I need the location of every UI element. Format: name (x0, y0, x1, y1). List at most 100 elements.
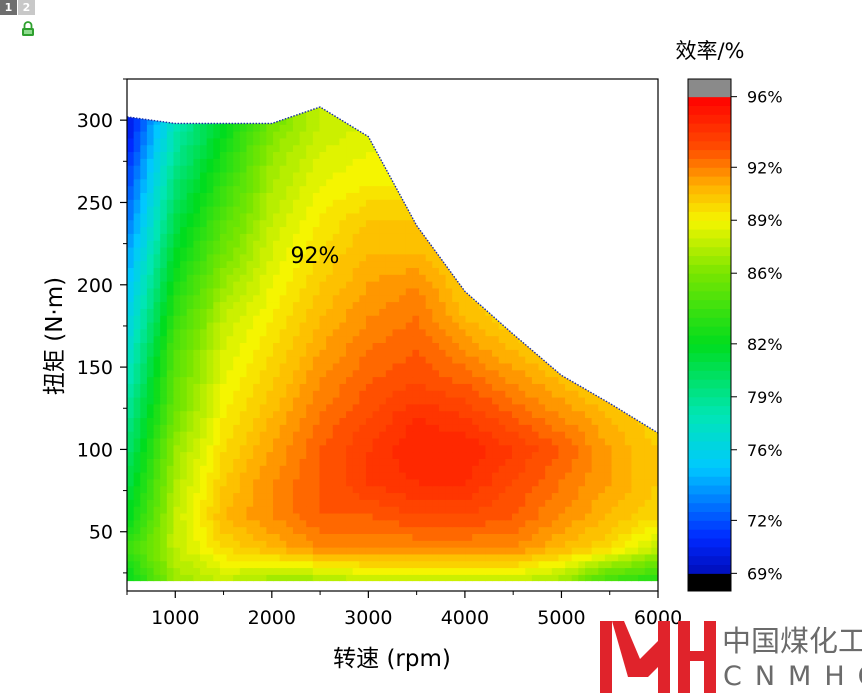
contour-cell (292, 185, 301, 193)
contour-cell (266, 219, 274, 228)
contour-cell (412, 553, 420, 562)
contour-cell (319, 267, 327, 275)
contour-cell (219, 492, 228, 500)
contour-cell (332, 540, 340, 548)
contour-cell (419, 199, 427, 207)
contour-cell (465, 567, 473, 575)
contour-cell (565, 349, 573, 357)
contour-cell (571, 492, 579, 500)
contour-cell (584, 315, 593, 323)
contour-cell (458, 560, 467, 569)
contour-cell (127, 171, 135, 180)
contour-cell (485, 369, 493, 378)
contour-cell (266, 472, 274, 480)
contour-cell (226, 192, 234, 200)
contour-cell (472, 465, 480, 473)
contour-cell (160, 294, 168, 303)
contour-cell (326, 206, 334, 214)
contour-cell (273, 294, 281, 303)
contour-cell (219, 567, 228, 575)
window-tab-2[interactable]: 2 (18, 0, 35, 15)
contour-cell (604, 240, 613, 248)
contour-cell (565, 376, 573, 384)
contour-cell (239, 328, 248, 337)
contour-cell (591, 560, 599, 569)
contour-cell (299, 547, 307, 555)
contour-cell (531, 328, 540, 337)
contour-cell (399, 472, 407, 480)
contour-cell (525, 281, 533, 289)
contour-cell (206, 553, 214, 562)
contour-cell (651, 547, 658, 555)
contour-cell (372, 437, 380, 446)
window-tab-1[interactable]: 1 (0, 0, 17, 15)
contour-cell (372, 315, 380, 323)
contour-cell (638, 444, 646, 453)
contour-cell (399, 335, 407, 344)
contour-cell (259, 206, 267, 214)
contour-cell (206, 533, 214, 541)
contour-cell (638, 185, 646, 193)
contour-cell (193, 151, 201, 159)
contour-cell (233, 560, 241, 569)
contour-cell (299, 171, 307, 180)
contour-cell (551, 444, 560, 453)
contour-cell (146, 362, 155, 371)
contour-cell (153, 349, 161, 357)
contour-cell (299, 206, 307, 214)
contour-cell (438, 260, 447, 268)
contour-cell (558, 499, 566, 507)
contour-cell (312, 383, 321, 391)
contour-cell (326, 499, 334, 507)
contour-cell (465, 335, 473, 344)
contour-cell (591, 226, 599, 234)
contour-cell (153, 328, 161, 337)
contour-cell (312, 560, 321, 569)
contour-cell (591, 246, 599, 255)
contour-cell (286, 472, 294, 480)
contour-cell (226, 451, 234, 459)
contour-cell (425, 506, 433, 514)
contour-cell (438, 301, 447, 309)
contour-cell (571, 240, 579, 248)
contour-cell (346, 342, 354, 350)
contour-cell (233, 185, 241, 193)
contour-cell (180, 444, 188, 453)
contour-cell (226, 533, 234, 541)
contour-cell (239, 158, 248, 166)
contour-cell (292, 437, 301, 446)
contour-cell (578, 308, 586, 316)
contour-cell (146, 547, 155, 555)
contour-cell (551, 403, 560, 412)
contour-cell (644, 567, 652, 575)
contour-cell (551, 512, 560, 521)
contour-cell (279, 533, 287, 541)
contour-cell (565, 185, 573, 193)
contour-cell (485, 451, 493, 459)
contour-cell (372, 246, 380, 255)
contour-cell (485, 246, 493, 255)
contour-cell (604, 437, 613, 446)
contour-cell (511, 526, 520, 534)
contour-cell (452, 390, 460, 398)
contour-cell (273, 199, 281, 207)
contour-cell (146, 437, 155, 446)
contour-cell (286, 506, 294, 514)
contour-cell (339, 294, 347, 303)
contour-cell (312, 212, 321, 221)
contour-cell (273, 431, 281, 439)
contour-cell (518, 396, 526, 405)
contour-cell (578, 321, 586, 330)
contour-cell (312, 158, 321, 166)
contour-cell (180, 369, 188, 378)
contour-cell (551, 478, 560, 487)
contour-cell (127, 328, 135, 337)
contour-cell (465, 526, 473, 534)
contour-cell (359, 192, 367, 200)
contour-cell (160, 547, 168, 555)
contour-cell (412, 356, 420, 364)
contour-cell (604, 417, 613, 425)
contour-cell (339, 396, 347, 405)
contour-cell (385, 410, 394, 419)
contour-cell (173, 185, 181, 193)
